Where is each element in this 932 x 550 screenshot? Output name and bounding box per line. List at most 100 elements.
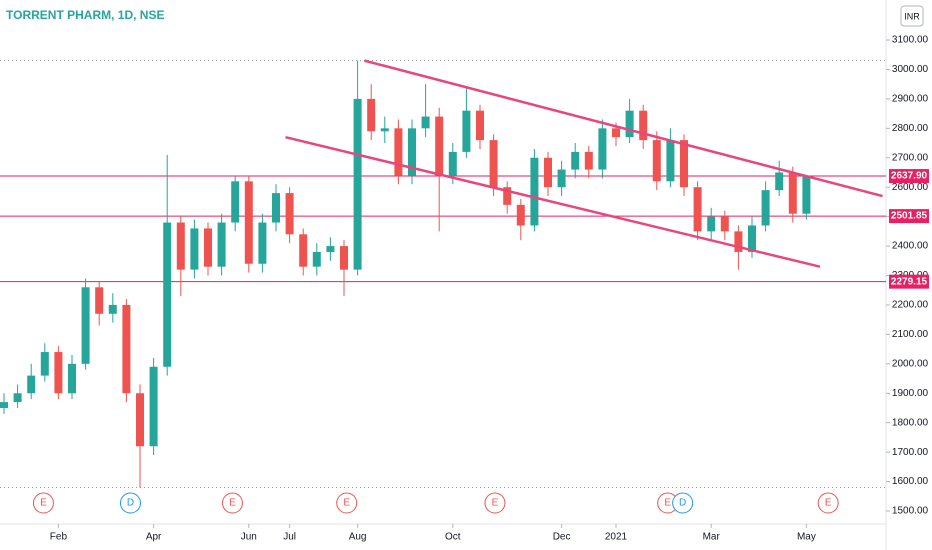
candle-body [81,287,90,364]
candle-body [285,193,294,235]
candle-body [516,204,525,226]
event-label: E [229,498,236,509]
candle-body [476,110,484,141]
level-label-box [889,169,929,184]
candle-body [163,222,172,367]
currency-label[interactable]: INR [904,11,920,21]
currency-box[interactable] [900,5,924,27]
candle-body [693,187,702,232]
candle-body [204,228,212,267]
candle-body [231,181,240,223]
candle-body [652,140,661,182]
y-tick-label: 1600.00 [892,476,929,487]
y-tick-label: 2800.00 [892,123,929,134]
event-marker [119,492,141,514]
candle-body [775,172,784,191]
candle-body [122,304,131,394]
candle-body [530,157,539,226]
candle-body [13,393,22,403]
y-tick-label: 3000.00 [892,64,929,75]
level-label-box [889,274,929,289]
candle-body [353,98,362,270]
x-tick-label: Feb [50,532,68,543]
y-tick-label: 1500.00 [892,506,929,517]
y-tick-label: 2400.00 [892,241,929,252]
candle-body [612,128,620,138]
y-tick-label: 1700.00 [892,447,929,458]
event-marker [32,492,54,514]
x-tick-label: Mar [703,532,721,543]
event-label: E [343,498,350,509]
candle-body [149,366,158,447]
chart-title: TORRENT PHARM, 1D, NSE [6,8,164,22]
trend-line [285,135,821,268]
event-label: E [825,498,832,509]
candle-body [802,176,811,214]
candle-body [598,128,607,170]
y-tick-label: 2100.00 [892,329,929,340]
candle-body [258,222,267,264]
candle-body [707,216,716,232]
candle-body [340,246,348,270]
candle-body [244,181,253,264]
x-tick-label: Dec [553,532,571,543]
candle-body [54,352,63,394]
candle-body [435,116,444,176]
candle-body [136,393,144,447]
level-label: 2501.85 [891,211,928,222]
candle-body [408,128,416,176]
candle-body [571,151,580,170]
level-label: 2637.90 [891,171,928,182]
candle-body [503,187,512,205]
candle-body [734,231,743,252]
y-tick-label: 2700.00 [892,152,929,163]
candle-body [272,193,280,223]
event-label: E [492,498,499,509]
y-tick-label: 2200.00 [892,300,929,311]
level-label-box [889,209,929,224]
event-label: D [679,498,686,509]
candle-body [326,246,335,252]
event-marker [221,492,243,514]
y-tick-label: 1800.00 [892,417,929,428]
candle-body [720,216,729,232]
candle-body [448,151,457,176]
candle-body [421,116,430,129]
candle-body [176,222,185,270]
candle-body [584,151,593,170]
candle-body [639,110,648,141]
x-tick-label: Jun [241,532,257,543]
x-tick-label: Aug [349,532,367,543]
candle-body [544,157,552,188]
candle-body [217,222,226,267]
candle-body [394,128,403,176]
x-tick-label: 2021 [605,532,628,543]
candle-body [0,402,8,408]
event-label: D [127,498,134,509]
candle-body [27,375,36,394]
candle-body [95,287,104,314]
candle-body [788,172,797,214]
y-tick-label: 3100.00 [892,35,929,46]
event-marker [817,492,839,514]
y-tick-label: 2000.00 [892,358,929,369]
candle-body [680,140,688,188]
x-tick-label: Apr [146,532,162,543]
candle-body [68,363,76,394]
y-tick-label: 2600.00 [892,182,929,193]
candle-body [40,352,49,376]
x-tick-label: Oct [445,532,461,543]
level-label: 2279.15 [891,276,928,287]
y-tick-label: 1900.00 [892,388,929,399]
event-label: E [40,498,47,509]
candle-body [557,169,566,188]
event-label: E [664,498,671,509]
event-marker [484,492,506,514]
y-tick-label: 2900.00 [892,94,929,105]
candle-body [748,225,756,252]
candle-body [312,251,321,267]
candle-body [666,140,675,182]
candle-body [367,98,376,132]
candle-body [489,140,498,188]
candle-body [380,128,389,132]
